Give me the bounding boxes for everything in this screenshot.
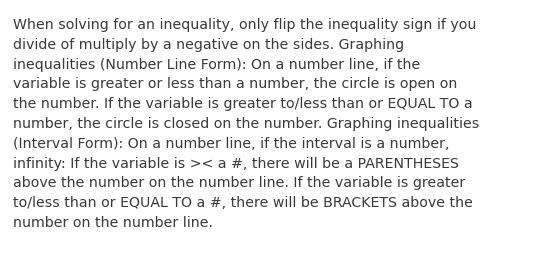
Text: divide of multiply by a negative on the sides. Graphing: divide of multiply by a negative on the …: [13, 38, 404, 52]
Text: to/less than or EQUAL TO a #, there will be BRACKETS above the: to/less than or EQUAL TO a #, there will…: [13, 196, 473, 210]
Text: When solving for an inequality, only flip the inequality sign if you: When solving for an inequality, only fli…: [13, 18, 477, 32]
Text: above the number on the number line. If the variable is greater: above the number on the number line. If …: [13, 177, 465, 190]
Text: the number. If the variable is greater to/less than or EQUAL TO a: the number. If the variable is greater t…: [13, 97, 473, 111]
Text: number, the circle is closed on the number. Graphing inequalities: number, the circle is closed on the numb…: [13, 117, 479, 131]
Text: number on the number line.: number on the number line.: [13, 216, 213, 230]
Text: variable is greater or less than a number, the circle is open on: variable is greater or less than a numbe…: [13, 78, 458, 91]
Text: (Interval Form): On a number line, if the interval is a number,: (Interval Form): On a number line, if th…: [13, 137, 450, 151]
Text: inequalities (Number Line Form): On a number line, if the: inequalities (Number Line Form): On a nu…: [13, 58, 420, 72]
Text: infinity: If the variable is >< a #, there will be a PARENTHESES: infinity: If the variable is >< a #, the…: [13, 157, 459, 171]
